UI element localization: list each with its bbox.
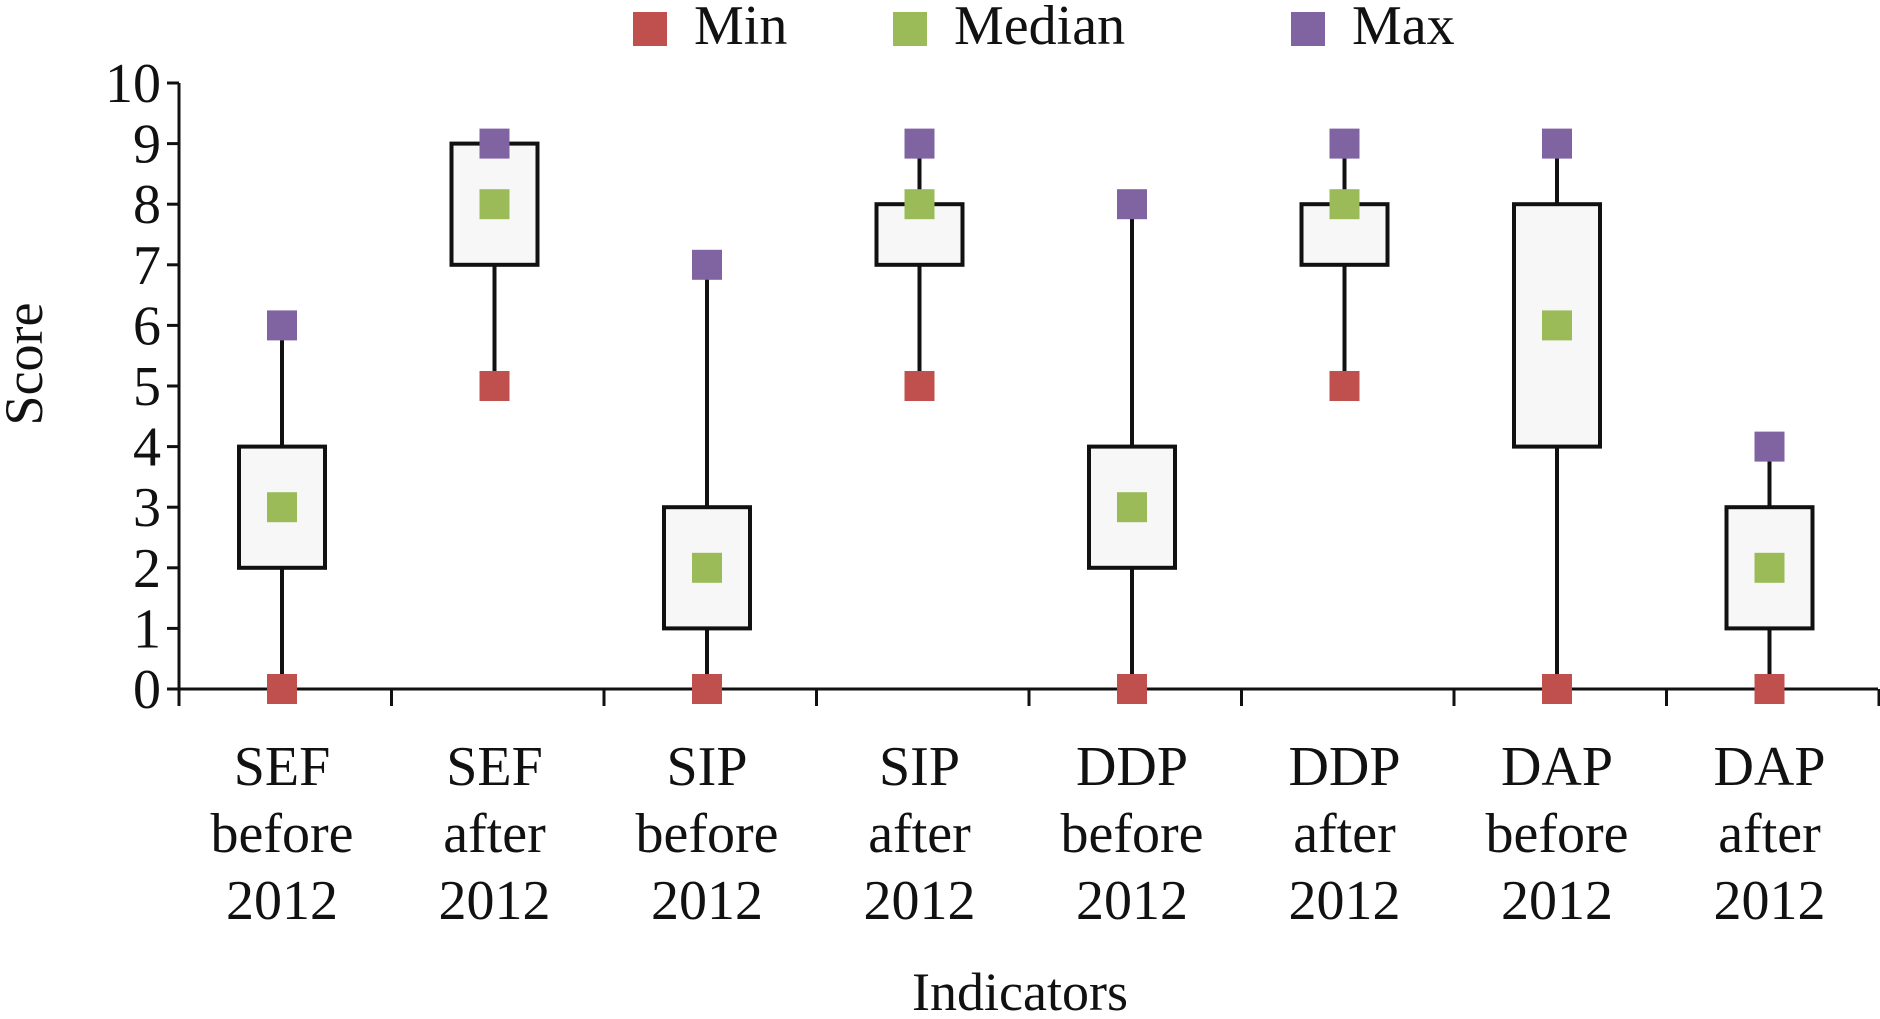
x-tick-label-line: 2012 [1289,870,1401,932]
x-tick-label-line: 2012 [1501,870,1613,932]
legend-swatch-median [893,12,927,46]
legend-swatch-min [633,12,667,46]
x-tick-label-line: SIP [879,736,960,798]
y-tick-label-9: 9 [133,114,161,176]
min-marker [1117,674,1147,704]
max-marker [692,249,722,280]
y-tick-label-4: 4 [133,417,161,479]
x-tick-label-line: 2012 [1714,870,1826,932]
legend: Min Median Max [633,0,1455,57]
box-group-6 [1512,143,1602,689]
max-marker [1117,189,1147,220]
y-tick-label-6: 6 [133,295,161,357]
x-tick-label-line: SEF [446,736,543,798]
max-marker [1542,128,1572,159]
x-tick-label-7: DAP after 2012 [1713,736,1825,932]
median-marker [479,189,510,220]
y-tick-label-0: 0 [133,659,161,721]
median-marker [1117,492,1147,523]
min-marker [904,371,935,401]
min-marker [1329,371,1360,401]
x-tick-label-line: DDP [1288,736,1400,798]
x-tick-label-line: after [1718,803,1821,865]
x-tick-label-line: SIP [667,736,748,798]
box-group-3 [874,143,965,386]
y-tick-label-2: 2 [133,538,161,600]
median-marker [1754,552,1785,583]
x-tick-label-3: SIP after 2012 [864,736,976,932]
iqr-box [1512,202,1602,449]
box-group-1 [449,141,540,386]
x-tick-label-line: 2012 [1076,870,1188,932]
x-tick-label-line: 2012 [226,870,338,932]
legend-label-median: Median [954,0,1125,57]
x-tick-label-line: after [443,803,546,865]
x-tick-label-line: 2012 [864,870,976,932]
x-tick-label-line: after [868,803,971,865]
y-tick-label-7: 7 [133,235,161,297]
median-marker [1329,189,1360,220]
x-tick-label-0: SEF before 2012 [210,736,353,932]
y-tick-label-8: 8 [133,174,161,236]
x-tick-label-2: SIP before 2012 [635,736,778,932]
x-tick-label-line: before [1485,803,1628,865]
x-tick-label-4: DDP before 2012 [1060,736,1203,932]
legend-item-median: Median [893,0,1125,57]
x-tick-label-line: before [210,803,353,865]
legend-item-max: Max [1291,0,1455,57]
x-tick-label-line: DAP [1501,736,1613,798]
x-tick-label-line: before [635,803,778,865]
x-tick-label-line: 2012 [651,870,763,932]
x-tick-label-line: DAP [1713,736,1825,798]
max-marker [267,310,297,341]
box-group-4 [1087,204,1177,689]
min-marker [267,674,297,704]
max-marker [479,128,510,159]
x-tick-label-line: before [1060,803,1203,865]
median-marker [692,552,722,583]
min-marker [1542,674,1572,704]
median-marker [267,492,297,523]
x-tick-label-5: DDP after 2012 [1288,736,1400,932]
x-tick-label-line: after [1293,803,1396,865]
y-tick-label-3: 3 [133,477,161,539]
legend-item-min: Min [633,0,787,57]
y-tick-label-1: 1 [133,598,161,660]
max-marker [1329,128,1360,159]
legend-label-max: Max [1352,0,1455,57]
median-marker [1542,310,1572,341]
min-marker [692,674,722,704]
min-marker [479,371,510,401]
legend-label-min: Min [694,0,787,57]
min-marker [1754,674,1785,704]
x-axis-title: Indicators [912,962,1128,1014]
box-group-2 [662,264,752,689]
boxes [237,141,1815,689]
y-axis-title: Score [0,303,54,426]
markers [267,128,1785,704]
max-marker [1754,431,1785,462]
legend-swatch-max [1291,12,1325,46]
x-tick-label-6: DAP before 2012 [1485,736,1628,932]
y-tick-label-10: 10 [105,53,161,115]
y-tick-label-5: 5 [133,356,161,418]
x-tick-label-line: SEF [234,736,331,798]
x-tick-label-line: 2012 [439,870,551,932]
x-tick-label-1: SEF after 2012 [439,736,551,932]
box-group-5 [1299,143,1390,386]
median-marker [904,189,935,220]
x-tick-label-line: DDP [1076,736,1188,798]
max-marker [904,128,935,159]
